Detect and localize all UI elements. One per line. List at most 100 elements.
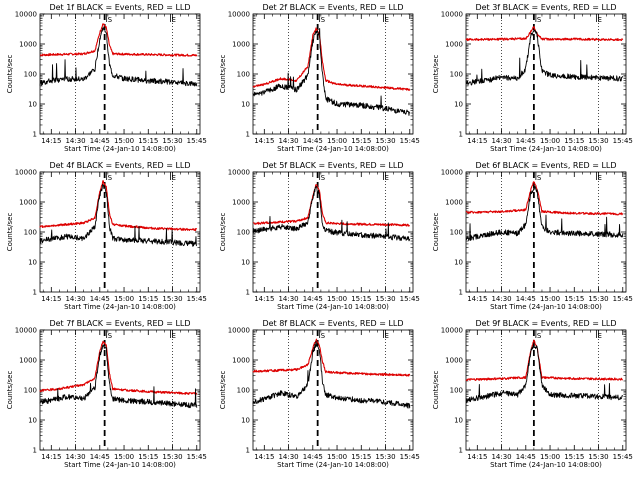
x-tick-label: 15:30 — [375, 295, 395, 303]
y-tick-label: 10000 — [15, 327, 37, 335]
x-tick-label: 14:45 — [516, 295, 536, 303]
y-tick-label: 10 — [241, 259, 250, 267]
top-mark-end: E — [598, 16, 602, 24]
x-tick-label: 14:30 — [491, 453, 511, 461]
y-tick-label: 100 — [24, 229, 37, 237]
x-tick-label: 15:30 — [588, 137, 608, 145]
chart-panel: Det 5f BLACK = Events, RED = LLD 1 10 100 10… — [219, 161, 420, 311]
y-tick-label: 1 — [246, 289, 250, 297]
y-axis-label: Counts/sec — [432, 55, 440, 94]
x-axis-label: Start Time (24-Jan-10 14:08:00) — [277, 303, 389, 311]
y-tick-label: 1 — [33, 131, 37, 139]
x-tick-label: 14:15 — [41, 453, 61, 461]
x-tick-label: 14:45 — [90, 137, 110, 145]
series-lld-line — [465, 339, 624, 382]
series-events-line — [39, 184, 197, 247]
chart-panel: Det 7f BLACK = Events, RED = LLD 1 10 100 10… — [6, 319, 207, 469]
series-events-line — [39, 26, 198, 87]
x-tick-label: 14:15 — [254, 453, 274, 461]
x-tick-label: 15:30 — [162, 453, 182, 461]
top-mark-end: E — [172, 174, 176, 182]
y-tick-label: 100 — [450, 71, 463, 79]
y-tick-label: 1000 — [445, 199, 463, 207]
x-tick-label: 14:30 — [491, 137, 511, 145]
series-lld-line — [465, 26, 624, 42]
x-tick-label: 15:15 — [564, 137, 584, 145]
x-tick-label: 15:00 — [327, 453, 347, 461]
x-tick-label: 14:15 — [41, 137, 61, 145]
x-tick-label: 15:30 — [588, 295, 608, 303]
chart-title: Det 2f BLACK = Events, RED = LLD — [262, 3, 403, 12]
x-tick-label: 15:45 — [400, 137, 420, 145]
x-tick-label: 15:00 — [327, 137, 347, 145]
plot-frame — [39, 171, 201, 293]
top-mark-start: S — [108, 16, 113, 24]
chart-title: Det 9f BLACK = Events, RED = LLD — [475, 319, 616, 328]
y-tick-label: 100 — [24, 71, 37, 79]
top-mark-end: E — [172, 16, 176, 24]
plot-frame — [252, 329, 414, 451]
top-mark-start: S — [108, 332, 113, 340]
x-tick-label: 15:15 — [351, 453, 371, 461]
x-tick-label: 14:45 — [303, 453, 323, 461]
x-axis-label: Start Time (24-Jan-10 14:08:00) — [64, 461, 176, 469]
y-tick-label: 10 — [241, 101, 250, 109]
x-axis-label: Start Time (24-Jan-10 14:08:00) — [64, 145, 176, 153]
x-tick-label: 14:30 — [278, 295, 298, 303]
series-events-line — [465, 185, 624, 242]
x-tick-label: 14:45 — [516, 137, 536, 145]
x-tick-label: 15:45 — [187, 295, 207, 303]
y-tick-label: 100 — [450, 229, 463, 237]
y-tick-label: 10000 — [441, 11, 463, 19]
y-tick-label: 1000 — [445, 357, 463, 365]
top-mark-start: S — [321, 16, 326, 24]
x-tick-label: 14:30 — [65, 137, 85, 145]
y-axis-label: Counts/sec — [432, 213, 440, 252]
x-tick-label: 14:15 — [41, 295, 61, 303]
y-tick-label: 1 — [33, 289, 37, 297]
top-mark-end: E — [172, 332, 176, 340]
x-tick-label: 14:30 — [65, 453, 85, 461]
y-tick-label: 1000 — [232, 357, 250, 365]
x-tick-label: 14:30 — [278, 137, 298, 145]
x-tick-label: 14:15 — [467, 137, 487, 145]
chart-title: Det 8f BLACK = Events, RED = LLD — [262, 319, 403, 328]
chart-panel: Det 2f BLACK = Events, RED = LLD 1 10 100 10… — [219, 3, 420, 153]
y-tick-label: 10000 — [15, 11, 37, 19]
series-lld-line — [252, 27, 411, 91]
y-tick-label: 1000 — [445, 41, 463, 49]
x-tick-label: 15:45 — [400, 295, 420, 303]
y-tick-label: 100 — [24, 387, 37, 395]
plot-frame — [252, 13, 414, 135]
chart-panel: Det 8f BLACK = Events, RED = LLD 1 10 100 10… — [219, 319, 420, 469]
x-tick-label: 15:15 — [564, 295, 584, 303]
chart-panel: Det 4f BLACK = Events, RED = LLD 1 10 100 10… — [6, 161, 207, 311]
y-tick-label: 1 — [33, 447, 37, 455]
y-tick-label: 1000 — [232, 41, 250, 49]
y-tick-label: 10 — [454, 259, 463, 267]
x-tick-label: 15:00 — [114, 295, 134, 303]
x-tick-label: 14:15 — [254, 295, 274, 303]
x-tick-label: 15:30 — [375, 453, 395, 461]
series-lld-line — [252, 338, 411, 377]
series-events-line — [39, 344, 198, 409]
x-tick-label: 15:30 — [162, 137, 182, 145]
x-tick-label: 15:15 — [351, 295, 371, 303]
chart-title: Det 7f BLACK = Events, RED = LLD — [49, 319, 190, 328]
y-tick-label: 10 — [241, 417, 250, 425]
y-tick-label: 10 — [28, 259, 37, 267]
y-tick-label: 10000 — [15, 169, 37, 177]
x-tick-label: 15:15 — [351, 137, 371, 145]
top-mark-start: S — [537, 174, 542, 182]
y-axis-label: Counts/sec — [219, 213, 227, 252]
x-tick-label: 15:00 — [114, 453, 134, 461]
y-axis-label: Counts/sec — [219, 371, 227, 410]
chart-title: Det 5f BLACK = Events, RED = LLD — [262, 161, 403, 170]
y-tick-label: 10 — [454, 101, 463, 109]
y-tick-label: 100 — [237, 71, 250, 79]
top-mark-start: S — [321, 332, 326, 340]
top-mark-end: E — [598, 174, 602, 182]
y-tick-label: 100 — [237, 229, 250, 237]
series-events-line — [465, 29, 624, 86]
